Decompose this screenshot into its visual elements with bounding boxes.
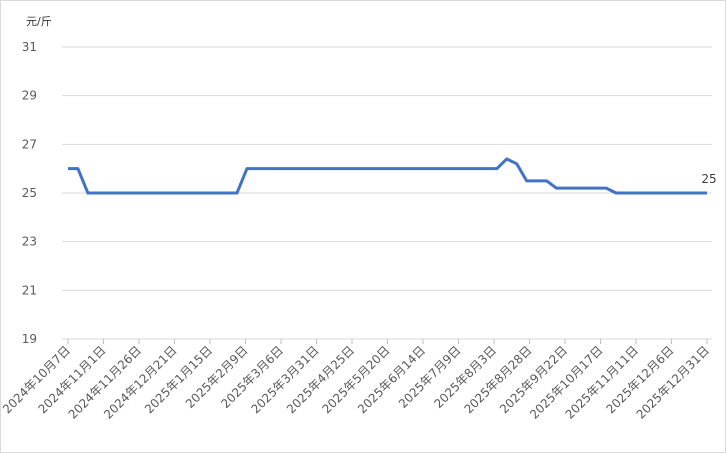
y-tick-label: 29	[22, 89, 37, 103]
y-tick-label: 23	[22, 235, 37, 249]
series-line	[68, 157, 707, 195]
y-unit: 元/斤	[26, 15, 52, 28]
y-tick-label: 27	[22, 137, 37, 151]
y-tick-label: 19	[22, 332, 37, 346]
data-label: 25	[701, 172, 716, 186]
y-tick-label: 31	[22, 40, 37, 54]
y-tick-label: 21	[22, 283, 37, 297]
y-tick-label: 25	[22, 186, 37, 200]
